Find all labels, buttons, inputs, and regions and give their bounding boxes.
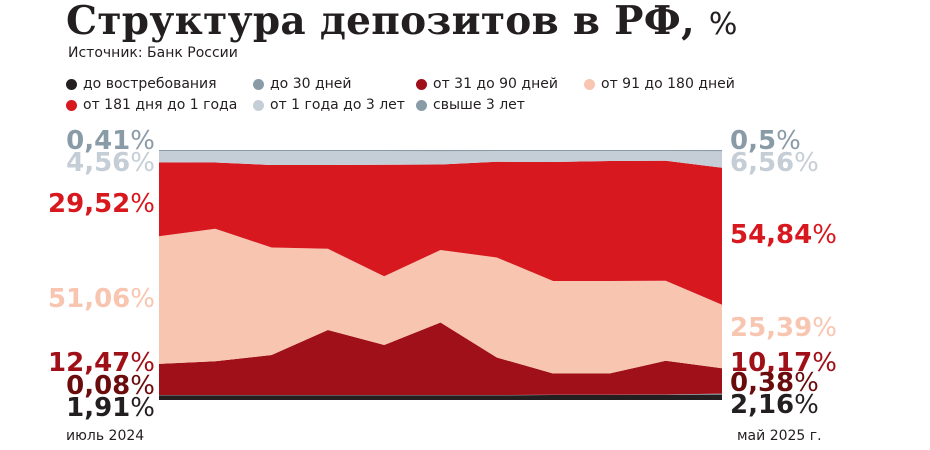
- start-value-label-6: 1,91%: [66, 393, 155, 423]
- start-value-label-4: 12,47%: [48, 348, 155, 378]
- legend-item-1-3y: от 1 года до 3 лет: [253, 97, 405, 113]
- area-series-6: [159, 150, 722, 152]
- legend-dot-icon: [416, 78, 427, 90]
- x-label-end: май 2025 г.: [737, 428, 822, 444]
- legend-dot-icon: [253, 78, 264, 90]
- source-note: Источник: Банк России: [68, 45, 238, 61]
- title-unit: %: [708, 7, 738, 42]
- legend-label: до востребования: [83, 76, 217, 92]
- start-value-label-0: 0,41%: [66, 126, 155, 156]
- legend-item-over3y: свыше 3 лет: [416, 97, 525, 113]
- legend-label: от 91 до 180 дней: [601, 76, 735, 92]
- legend-item-91-180: от 91 до 180 дней: [584, 76, 735, 92]
- end-value-label-3: 25,39%: [730, 313, 837, 343]
- legend-label: до 30 дней: [270, 76, 352, 92]
- start-value-label-2: 29,52%: [48, 189, 155, 219]
- area-series-2: [159, 322, 722, 395]
- chart-title: Структура депозитов в РФ, %: [66, 0, 738, 44]
- end-value-label-4: 10,17%: [730, 348, 837, 378]
- end-value-label-1: 6,56%: [730, 148, 819, 178]
- legend-label: от 181 дня до 1 года: [83, 97, 238, 113]
- legend-item-181-1y: от 181 дня до 1 года: [66, 97, 237, 113]
- end-value-label-0: 0,5%: [730, 126, 801, 156]
- end-value-label-5: 0,38%: [730, 368, 819, 398]
- end-value-label-2: 54,84%: [730, 220, 837, 250]
- legend-dot-icon: [253, 99, 264, 111]
- area-series-5: [159, 151, 722, 168]
- legend-label: от 31 до 90 дней: [433, 76, 558, 92]
- legend-dot-icon: [66, 78, 77, 90]
- start-value-label-5: 0,08%: [66, 371, 155, 401]
- area-series-0: [159, 394, 722, 400]
- legend-dot-icon: [584, 78, 595, 90]
- area-series-1: [159, 393, 722, 396]
- legend-label: от 1 года до 3 лет: [270, 97, 405, 113]
- legend-dot-icon: [66, 99, 77, 111]
- legend-item-upto30: до 30 дней: [253, 76, 352, 92]
- start-value-label-1: 4,56%: [66, 148, 155, 178]
- area-series-4: [159, 160, 722, 305]
- start-value-label-3: 51,06%: [48, 284, 155, 314]
- legend-item-31-90: от 31 до 90 дней: [416, 76, 558, 92]
- x-label-start: июль 2024: [66, 428, 145, 444]
- legend-dot-icon: [416, 99, 427, 111]
- area-series-3: [159, 228, 722, 374]
- title-text: Структура депозитов в РФ,: [66, 0, 695, 44]
- end-value-label-6: 2,16%: [730, 390, 819, 420]
- legend-label: свыше 3 лет: [433, 97, 525, 113]
- legend-item-demand: до востребования: [66, 76, 217, 92]
